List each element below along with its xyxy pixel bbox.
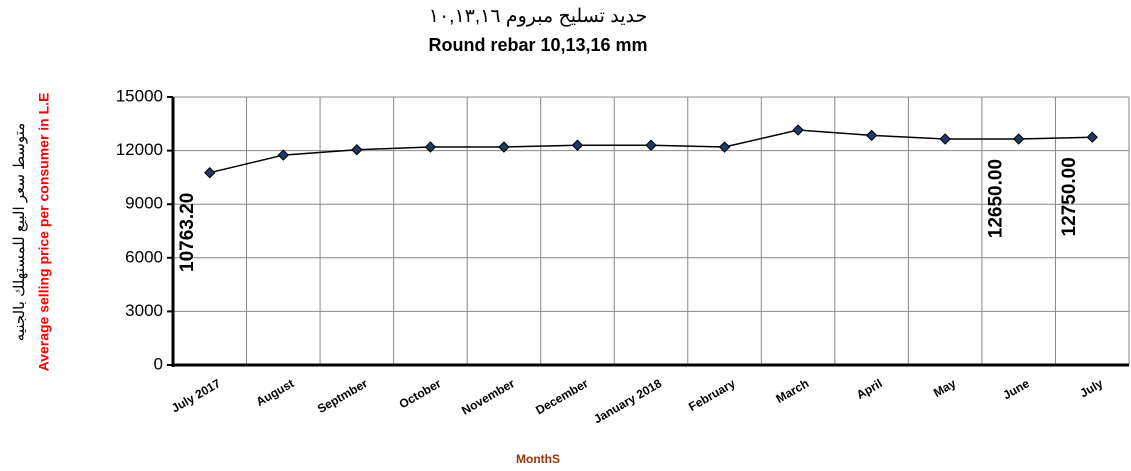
x-tick-label: July 2017	[169, 376, 223, 415]
y-tick-label: 12000	[116, 140, 163, 159]
y-axis-label: Average selling price per consumer in L.…	[36, 93, 52, 372]
data-label: 10763.20	[177, 193, 198, 272]
marker	[865, 129, 878, 142]
y-axis-label-ar: متوسط سعر البيع للمستهلك بالجنيه	[11, 123, 28, 341]
y-tick-label: 15000	[116, 86, 163, 105]
x-tick-label: December	[533, 376, 591, 417]
marker	[204, 166, 216, 179]
marker	[1086, 131, 1098, 143]
marker	[498, 141, 510, 153]
chart-title: حديد تسليح مبروم ١٠,١٣,١٦	[429, 6, 647, 27]
x-tick-label: November	[459, 376, 517, 418]
marker	[1012, 133, 1025, 145]
x-tick-label: Septmber	[315, 376, 370, 416]
y-tick-label: 9000	[125, 194, 163, 213]
x-tick-label: July	[1078, 376, 1106, 400]
marker	[277, 149, 290, 161]
marker	[645, 139, 657, 151]
y-tick-label: 3000	[125, 301, 163, 320]
marker	[424, 141, 437, 153]
x-axis-label: MonthS	[516, 452, 560, 466]
y-tick-label: 6000	[125, 247, 163, 266]
marker	[571, 139, 584, 151]
marker	[792, 124, 804, 136]
x-tick-label: February	[686, 376, 738, 414]
chart-subtitle: Round rebar 10,13,16 mm	[428, 35, 647, 55]
x-tick-label: May	[931, 376, 958, 400]
marker	[939, 133, 951, 145]
x-tick-label: January 2018	[591, 376, 664, 426]
line	[209, 129, 1093, 174]
marker	[718, 141, 731, 153]
x-tick-label: October	[397, 376, 444, 411]
x-tick-label: April	[854, 376, 885, 402]
x-tick-label: June	[1001, 376, 1033, 402]
x-tick-label: August	[254, 376, 297, 409]
data-label: 12750.00	[1059, 157, 1080, 236]
data-label: 12650.00	[986, 159, 1007, 238]
x-tick-label: March	[774, 376, 812, 406]
y-tick-label: 0	[154, 354, 163, 373]
marker	[351, 143, 363, 156]
